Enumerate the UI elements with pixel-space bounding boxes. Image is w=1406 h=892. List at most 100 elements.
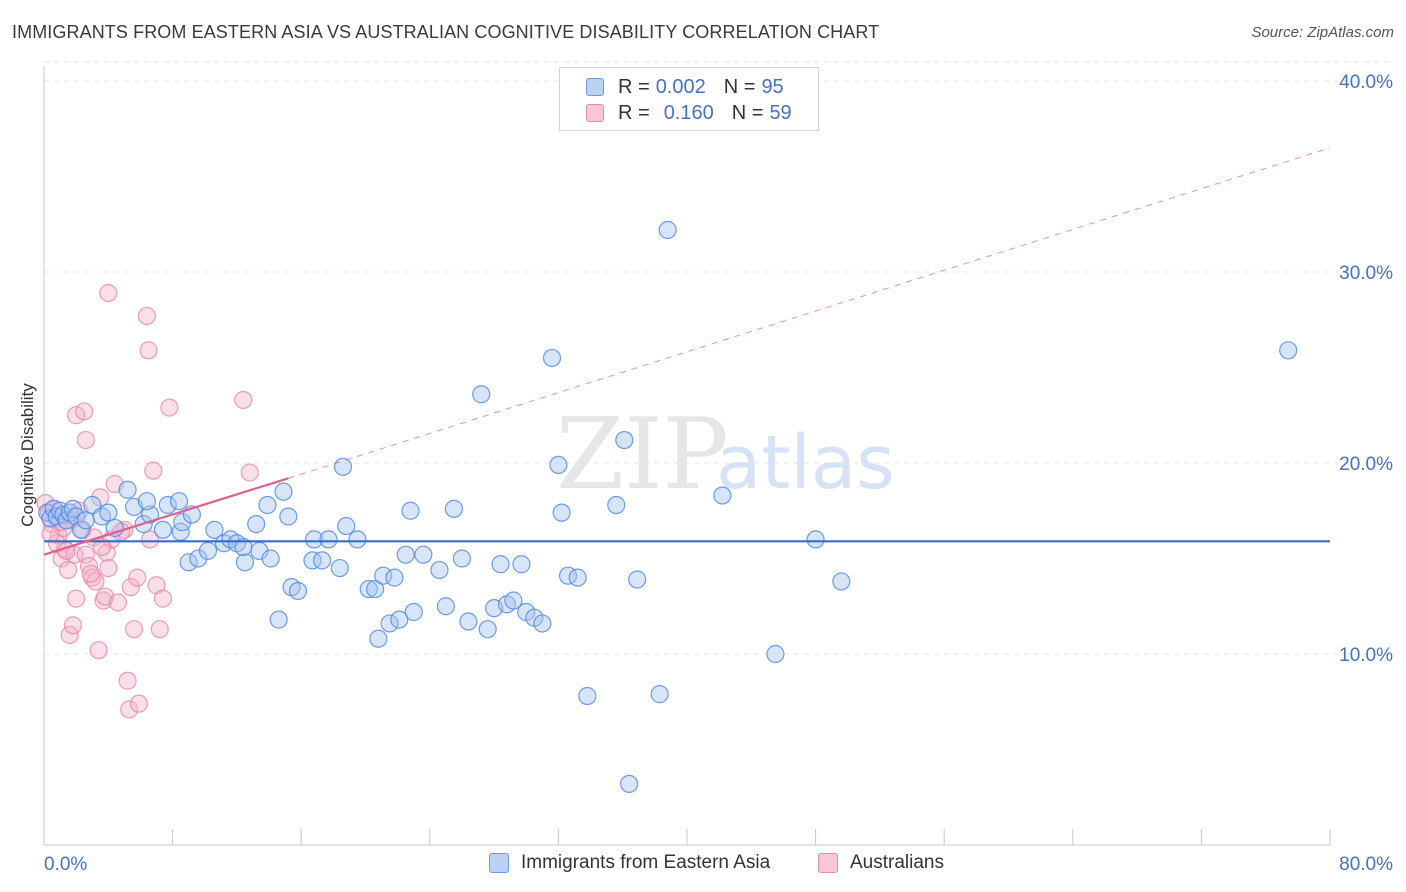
- data-point-australians: [150, 620, 169, 639]
- y-tick-label: 10.0%: [1339, 645, 1393, 666]
- watermark-zip: ZIP: [556, 398, 729, 512]
- data-point-eastern-asia: [713, 486, 732, 505]
- data-point-eastern-asia: [459, 612, 478, 631]
- data-point-eastern-asia: [359, 579, 378, 599]
- bottom-legend-eastern-asia: Immigrants from Eastern Asia: [489, 852, 770, 874]
- bottom-legend-swatch-blue: [489, 853, 509, 873]
- legend-r-label: R =: [618, 75, 650, 98]
- data-point-eastern-asia: [261, 549, 280, 568]
- bottom-legend-label-australians: Australians: [850, 852, 944, 873]
- trend-line-australians-extension: [288, 147, 1331, 479]
- legend: R = 0.002 N = 95 R = 0.160 N = 59: [559, 67, 819, 131]
- data-point-eastern-asia: [333, 457, 353, 476]
- data-point-eastern-asia: [140, 505, 160, 524]
- x-tick-label: 80.0%: [1339, 854, 1393, 875]
- data-point-australians: [99, 283, 118, 303]
- data-point-australians: [121, 578, 140, 597]
- data-point-australians: [153, 589, 173, 608]
- data-point-eastern-asia: [374, 566, 393, 585]
- data-point-eastern-asia: [319, 530, 338, 549]
- data-point-eastern-asia: [274, 482, 293, 501]
- data-point-australians: [59, 560, 78, 580]
- data-point-eastern-asia: [396, 545, 415, 564]
- legend-row-australians: R = 0.160 N = 59: [586, 101, 792, 125]
- data-point-australians: [75, 402, 94, 421]
- data-point-eastern-asia: [472, 385, 491, 404]
- x-tick-label: 0.0%: [44, 854, 87, 875]
- data-point-eastern-asia: [189, 549, 208, 568]
- data-point-eastern-asia: [491, 555, 510, 574]
- data-point-eastern-asia: [304, 530, 324, 549]
- data-point-eastern-asia: [549, 455, 568, 475]
- data-point-australians: [120, 700, 139, 719]
- legend-r-value: 0.002: [655, 75, 706, 98]
- data-point-eastern-asia: [385, 568, 404, 587]
- trend-line-australians: [43, 477, 289, 556]
- data-point-eastern-asia: [542, 348, 562, 368]
- legend-n-value: 59: [769, 101, 792, 124]
- data-point-eastern-asia: [76, 511, 95, 530]
- data-point-eastern-asia: [348, 530, 367, 549]
- data-point-eastern-asia: [369, 629, 388, 648]
- data-point-eastern-asia: [615, 430, 634, 450]
- data-point-australians: [67, 589, 86, 608]
- data-point-australians: [99, 558, 118, 578]
- legend-n-value: 95: [761, 75, 784, 98]
- data-point-eastern-asia: [258, 495, 277, 515]
- data-point-australians: [128, 568, 147, 587]
- y-tick-label: 30.0%: [1339, 263, 1393, 284]
- data-point-australians: [97, 543, 116, 562]
- data-point-eastern-asia: [578, 686, 597, 706]
- watermark: ZIP atlas: [556, 398, 895, 512]
- data-point-eastern-asia: [330, 558, 349, 578]
- data-point-eastern-asia: [444, 499, 464, 518]
- legend-r-value: 0.160: [663, 101, 714, 124]
- data-point-eastern-asia: [401, 501, 420, 520]
- axes: [43, 66, 1331, 846]
- y-tick-label: 20.0%: [1339, 454, 1393, 475]
- legend-r-label: R =: [618, 101, 650, 124]
- grid-lines: [44, 61, 1390, 655]
- data-point-eastern-asia: [198, 541, 218, 560]
- data-point-eastern-asia: [832, 572, 851, 591]
- watermark-atlas: atlas: [716, 420, 895, 506]
- data-point-eastern-asia: [380, 614, 399, 633]
- bottom-legend-australians: Australians: [818, 852, 944, 874]
- data-point-australians: [144, 461, 163, 480]
- data-point-eastern-asia: [568, 568, 587, 587]
- data-point-eastern-asia: [452, 549, 472, 568]
- tick-labels: 10.0% 20.0% 30.0% 40.0% 0.0% 80.0%: [44, 72, 1393, 875]
- data-point-eastern-asia: [533, 614, 552, 633]
- data-point-australians: [79, 557, 99, 576]
- y-axis-label: Cognitive Disability: [18, 383, 37, 527]
- data-point-eastern-asia: [303, 551, 322, 570]
- data-point-eastern-asia: [607, 495, 626, 515]
- bottom-legend-label-eastern-asia: Immigrants from Eastern Asia: [521, 852, 771, 873]
- legend-n-label: N =: [731, 101, 764, 124]
- source-label: Source: ZipAtlas.com: [1251, 24, 1394, 41]
- data-point-eastern-asia: [390, 610, 409, 629]
- data-point-eastern-asia: [436, 597, 455, 616]
- legend-swatch-blue: [586, 78, 604, 96]
- y-tick-label: 40.0%: [1339, 72, 1393, 93]
- data-point-australians: [63, 616, 83, 635]
- trend-lines: [43, 147, 1331, 556]
- data-point-eastern-asia: [153, 520, 173, 539]
- eastern-asia-points: [38, 220, 1298, 793]
- data-point-australians: [89, 641, 108, 660]
- data-point-eastern-asia: [169, 492, 189, 511]
- bottom-legend: Immigrants from Eastern Asia Australians: [0, 852, 1406, 878]
- data-point-eastern-asia: [279, 507, 298, 526]
- data-point-eastern-asia: [366, 579, 385, 599]
- data-point-australians: [124, 620, 144, 639]
- data-point-eastern-asia: [205, 520, 224, 539]
- data-point-eastern-asia: [628, 570, 647, 589]
- data-point-eastern-asia: [414, 545, 433, 564]
- data-point-australians: [240, 463, 259, 482]
- data-point-eastern-asia: [247, 515, 266, 534]
- data-point-eastern-asia: [173, 513, 192, 532]
- data-point-australians: [118, 671, 137, 690]
- data-point-australians: [92, 537, 111, 557]
- data-point-eastern-asia: [179, 553, 198, 572]
